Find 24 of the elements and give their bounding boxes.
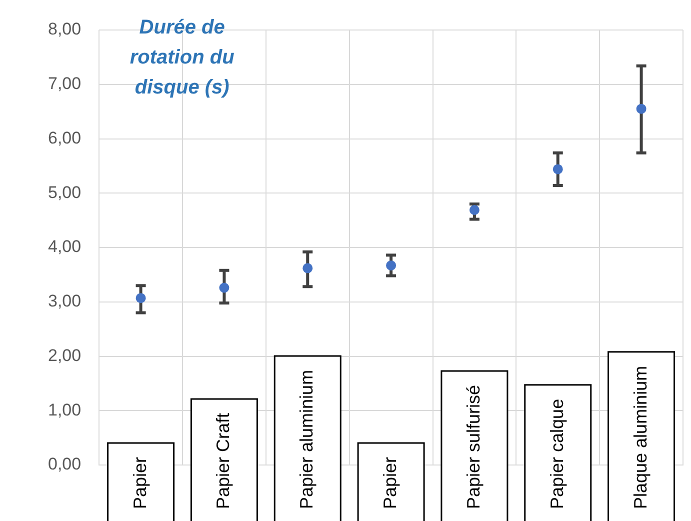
x-tick-label: Papier calque bbox=[546, 398, 567, 509]
y-tick-label: 1,00 bbox=[48, 400, 82, 420]
point bbox=[219, 282, 230, 293]
point bbox=[302, 263, 313, 274]
x-tick-label: Papier Craft bbox=[213, 412, 234, 509]
point bbox=[552, 164, 563, 174]
point bbox=[469, 204, 480, 215]
point bbox=[386, 260, 396, 270]
y-tick-label: 3,00 bbox=[48, 292, 82, 311]
point bbox=[636, 104, 646, 114]
y-tick-label: 7,00 bbox=[48, 74, 82, 94]
x-tick-label: Papier sulfurisé bbox=[463, 384, 484, 509]
y-axis-title: Durée de rotation du disque (s) bbox=[130, 16, 234, 99]
point bbox=[136, 293, 146, 304]
y-tick-label: 8,00 bbox=[48, 20, 82, 39]
y-tick-label: 4,00 bbox=[48, 237, 82, 256]
x-tick-label: Papier bbox=[130, 456, 150, 509]
x-tick-label: Plaque aluminium bbox=[630, 366, 650, 509]
y-tick-label: 2,00 bbox=[48, 346, 82, 365]
x-tick-label: Papier bbox=[380, 456, 400, 509]
y-tick-label: 5,00 bbox=[48, 182, 82, 202]
y-tick-label: 6,00 bbox=[48, 128, 82, 148]
y-tick-label: 0,00 bbox=[48, 454, 82, 474]
x-tick-label: Papier aluminium bbox=[296, 370, 317, 509]
